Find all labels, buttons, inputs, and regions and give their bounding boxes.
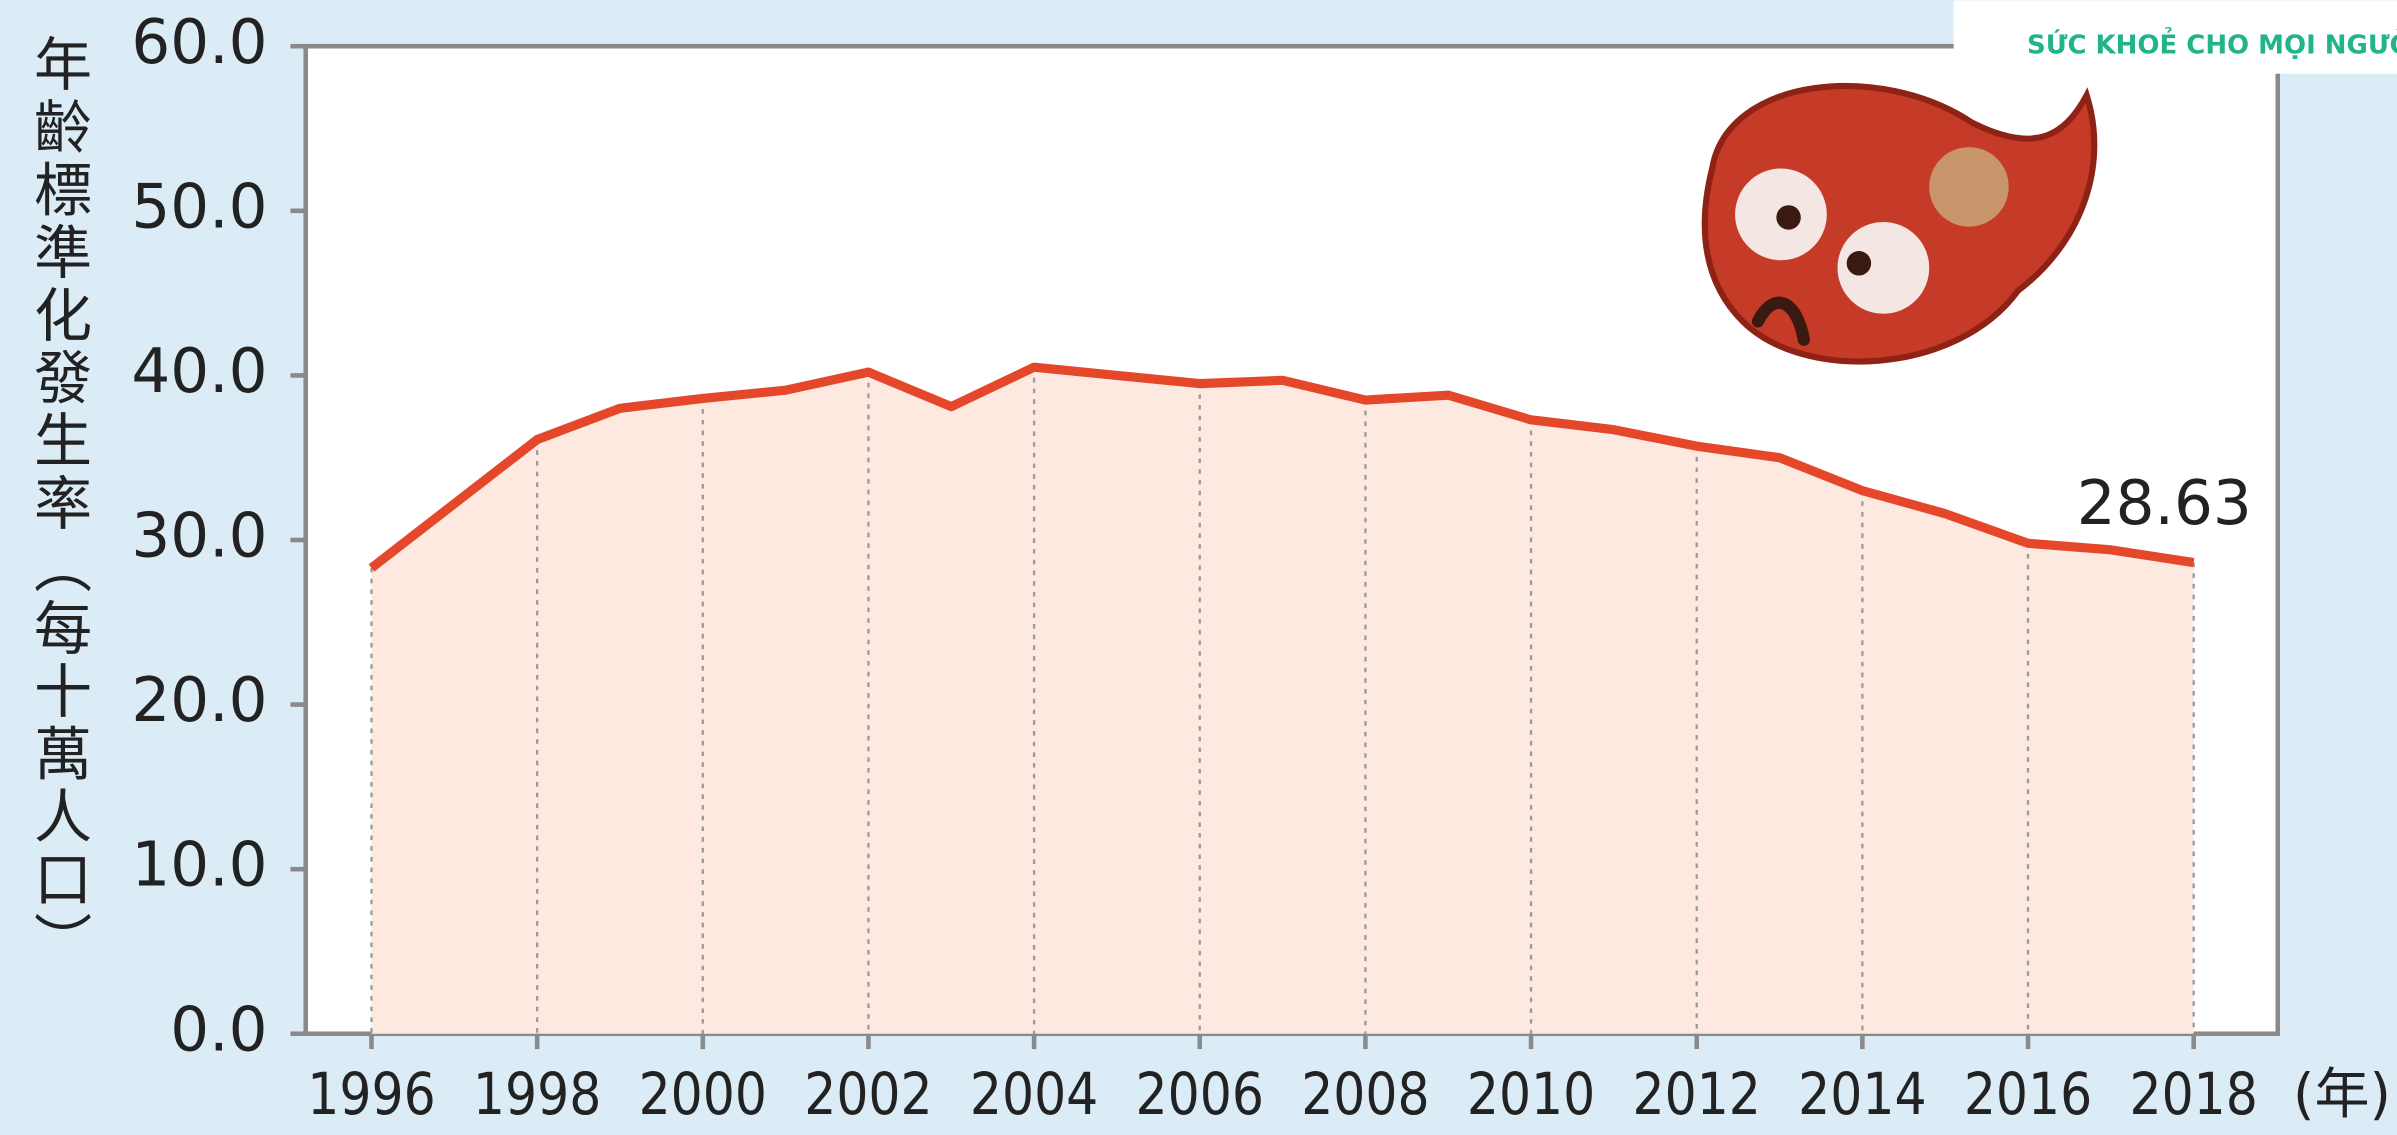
data-label: 28.63 (2077, 468, 2252, 539)
data-layer (368, 362, 2195, 1034)
cartoon-mouth (1751, 296, 1810, 346)
x-tick-label: 1998 (473, 1060, 601, 1128)
cartoon-pupil (1846, 251, 1872, 276)
y-tick-label: 10.0 (131, 830, 267, 901)
x-tick-label: 2016 (1964, 1060, 2092, 1128)
x-tick-label: 2018 (2129, 1060, 2257, 1128)
x-tick-label: 2004 (970, 1060, 1098, 1128)
x-tick-label: 2012 (1633, 1060, 1761, 1128)
y-tick-label: 0.0 (170, 994, 267, 1065)
x-axis-unit: (年) (2293, 1062, 2391, 1126)
cartoon-spot (1929, 147, 2009, 227)
y-tick-label: 20.0 (131, 665, 267, 736)
x-tick-label: 2014 (1798, 1060, 1926, 1128)
watermark: SỨC KHOẺ CHO MỌI NGƯỜI (2027, 26, 2397, 61)
x-tick-label: 2000 (639, 1060, 767, 1128)
cartoon-body (1701, 83, 2098, 365)
cartoon-eye (1837, 222, 1930, 314)
y-tick-label: 30.0 (131, 501, 267, 572)
x-tick-label: 1996 (307, 1060, 435, 1128)
area (371, 367, 2194, 1034)
cartoon (1701, 83, 2098, 365)
x-tick-label: 2006 (1136, 1060, 1264, 1128)
watermark-box (1953, 0, 2397, 74)
line (368, 362, 2195, 572)
x-tick-label: 2010 (1467, 1060, 1595, 1128)
y-axis-label: 年齡標準化發生率（每十萬人口） (24, 34, 92, 974)
x-tick-label: 2008 (1301, 1060, 1429, 1128)
cartoon-pupil (1776, 205, 1801, 230)
y-tick-label: 50.0 (131, 171, 267, 242)
y-tick-label: 40.0 (131, 336, 267, 407)
x-tick-label: 2002 (804, 1060, 932, 1128)
y-tick-label: 60.0 (131, 7, 267, 78)
